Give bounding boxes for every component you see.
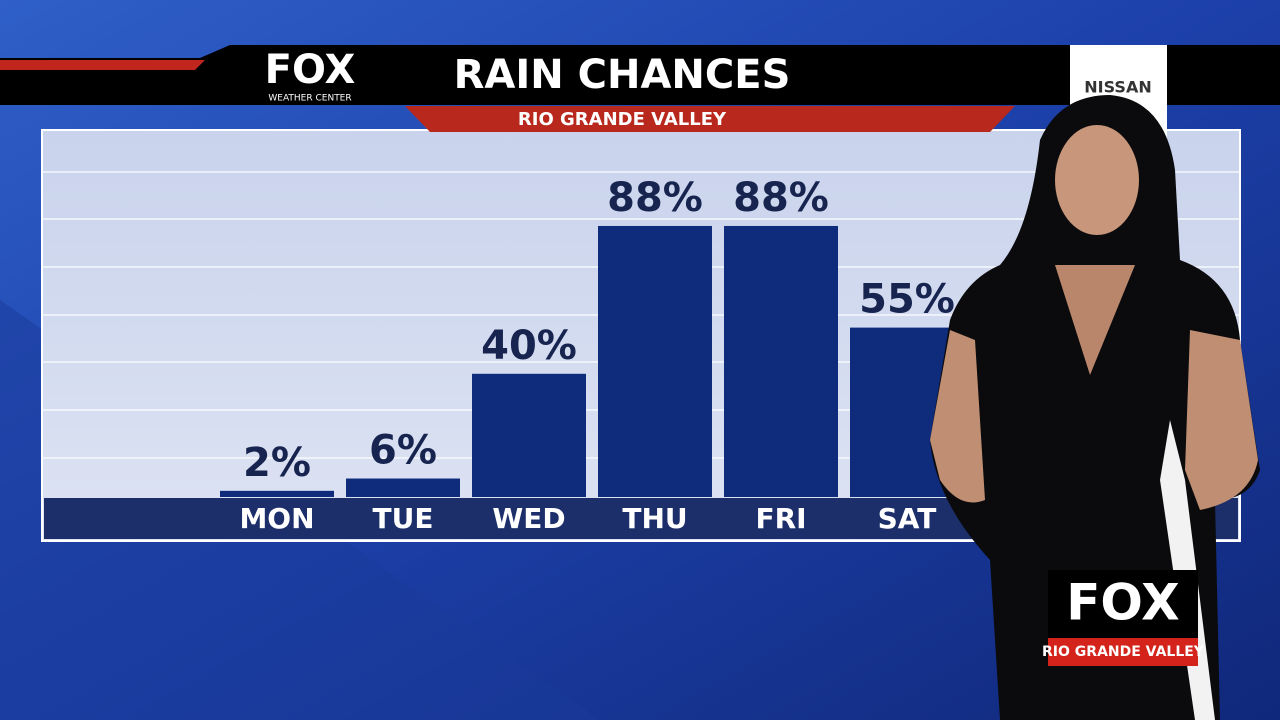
x-tick-label: THU [622,502,687,535]
bar [346,478,460,497]
station-region-box [1048,638,1198,666]
value-label: 6% [369,428,437,474]
value-label: 88% [607,175,703,221]
logo: FOX [265,47,356,93]
bar [220,490,334,497]
x-tick-label: MON [239,502,314,535]
bar [472,373,586,497]
station-logo: FOX [1066,574,1179,632]
bars: 2% MON 6% TUE 40% WED 88% THU 88% FRI 55% SAT [220,175,964,535]
sponsor: NISSAN [1084,78,1151,97]
chart-subtitle: RIO GRANDE VALLEY [518,109,727,130]
value-label: 88% [733,175,829,221]
x-tick-label: SAT [878,502,937,535]
logo-sub: WEATHER CENTER [268,94,351,104]
header-band [0,45,1280,105]
value-label: 2% [243,440,311,486]
bar [724,225,838,497]
x-tick-label: FRI [755,502,806,535]
value-label: 55% [859,277,955,323]
x-tick-label: TUE [373,502,434,535]
value-label: 40% [481,323,577,369]
subtitle-banner [405,106,1015,132]
x-tick-label: WED [492,502,565,535]
chart-title: RAIN CHANCES [454,52,791,98]
header-accent [0,60,205,70]
station-region: RIO GRANDE VALLEY [1042,644,1205,660]
bar [598,225,712,497]
station-logo-box [1048,570,1198,638]
